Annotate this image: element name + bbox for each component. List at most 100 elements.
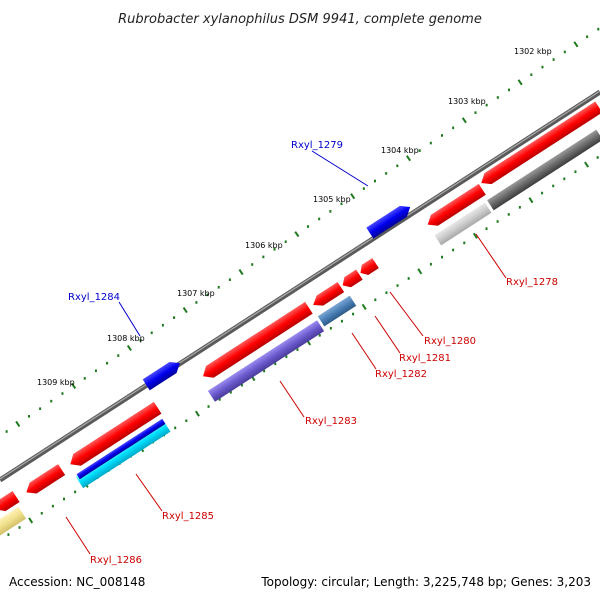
scale-tick-minor <box>61 392 64 395</box>
gene-rxyl-1282-cds[interactable] <box>310 282 345 310</box>
scale-tick-minor <box>374 179 377 183</box>
gene-rxyl-1278-feature[interactable] <box>434 202 492 246</box>
gene-rxyl-1283-cds[interactable] <box>199 301 313 382</box>
inner-tick-minor <box>407 277 410 280</box>
scale-tick-minor <box>507 88 510 92</box>
scale-tick-minor <box>251 263 254 266</box>
scale-tick-major <box>15 420 21 427</box>
gene-rxyl-1277-feature[interactable] <box>487 129 600 211</box>
scale-tick-minor <box>284 240 287 244</box>
inner-tick-minor <box>7 533 10 536</box>
inner-tick-minor <box>496 220 499 223</box>
kbp-label: 1302 kbp <box>514 47 552 56</box>
gene-rxyl-1284-cds[interactable] <box>142 358 184 391</box>
gene-rxyl-1278-cds[interactable] <box>424 183 486 230</box>
inner-tick-minor <box>463 241 466 245</box>
scale-tick-minor <box>50 399 53 403</box>
gene-rxyl-1283-feature[interactable] <box>207 320 325 402</box>
inner-tick-minor <box>318 334 321 337</box>
gene-label-rxyl-1285[interactable]: Rxyl_1285 <box>162 511 214 522</box>
scale-tick-minor <box>496 96 499 99</box>
scale-tick-minor <box>106 361 109 365</box>
scale-tick-major <box>182 306 188 314</box>
gene-label-rxyl-1283[interactable]: Rxyl_1283 <box>305 416 357 427</box>
inner-tick-major <box>28 517 34 524</box>
scale-tick-minor <box>597 27 600 31</box>
gene-label-rxyl-1281[interactable]: Rxyl_1281 <box>399 353 451 364</box>
gene-label-rxyl-1279[interactable]: Rxyl_1279 <box>291 140 343 151</box>
inner-tick-minor <box>229 390 232 394</box>
scale-tick-minor <box>340 202 343 206</box>
kbp-label: 1305 kbp <box>313 195 351 204</box>
scale-tick-major <box>126 344 132 352</box>
gene-rxyl-1285-cds[interactable] <box>67 401 162 470</box>
scale-tick-minor <box>329 210 332 213</box>
scale-tick-minor <box>150 331 153 335</box>
gene-rxyl-1282-feature[interactable] <box>317 295 357 327</box>
inner-tick-minor <box>563 177 566 181</box>
scale-ticks <box>5 27 600 433</box>
gene-rxyl-1279-cds[interactable] <box>366 202 413 239</box>
scale-tick-major <box>573 41 579 48</box>
gene-rxyl-1286-cds[interactable] <box>23 464 66 498</box>
inner-tick-minor <box>340 319 343 323</box>
scale-tick-minor <box>206 293 209 297</box>
inner-tick-minor <box>452 248 455 252</box>
scale-tick-minor <box>27 415 30 418</box>
inner-tick-minor <box>485 227 488 230</box>
gene-rxyl-1280-cds[interactable] <box>357 258 379 278</box>
accession-text: Accession: NC_008148 <box>9 575 145 589</box>
connector-rxyl-1281 <box>374 315 401 354</box>
inner-tick-minor <box>185 419 188 423</box>
scale-tick-minor <box>418 149 421 152</box>
gene-rxyl-1277-cds[interactable] <box>478 101 600 189</box>
kbp-label: 1303 kbp <box>448 97 486 106</box>
gene-rxyl-1287-cds[interactable] <box>0 491 20 515</box>
inner-tick-minor <box>174 426 177 430</box>
gene-rxyl-1286-feature[interactable] <box>0 506 27 538</box>
gene-label-rxyl-1282[interactable]: Rxyl_1282 <box>375 369 427 380</box>
inner-tick-major <box>528 197 534 204</box>
kbp-label: 1309 kbp <box>37 378 75 387</box>
connector-rxyl-1279 <box>311 150 369 187</box>
inner-tick-minor <box>329 326 332 330</box>
label-connectors <box>65 150 507 555</box>
connector-rxyl-1284 <box>118 301 141 337</box>
scale-tick-minor <box>117 354 120 357</box>
gene-rxyl-1285-feature-blue[interactable] <box>76 418 166 480</box>
gene-label-rxyl-1280[interactable]: Rxyl_1280 <box>424 336 476 347</box>
gene-rxyl-1281-cds[interactable] <box>339 269 363 291</box>
inner-tick-minor <box>51 504 54 508</box>
scale-tick-minor <box>39 407 42 411</box>
inner-tick-minor <box>40 511 43 515</box>
inner-tick-major <box>472 232 478 239</box>
scale-tick-minor <box>440 134 443 137</box>
kbp-label: 1308 kbp <box>107 334 145 343</box>
inner-tick-minor <box>429 262 432 266</box>
scale-tick-minor <box>161 323 164 327</box>
inner-tick-minor <box>574 170 577 174</box>
scale-tick-minor <box>563 50 566 54</box>
gene-label-rxyl-1284[interactable]: Rxyl_1284 <box>68 292 120 303</box>
scale-tick-minor <box>83 377 86 380</box>
topology-text: Topology: circular; Length: 3,225,748 bp… <box>260 575 591 589</box>
gene-rxyl-1285-feature-cyan[interactable] <box>75 419 171 489</box>
scale-tick-minor <box>318 217 321 221</box>
connector-rxyl-1278 <box>475 233 507 279</box>
scale-tick-minor <box>217 285 220 289</box>
scale-labels: 1302 kbp 1303 kbp 1304 kbp 1305 kbp 1306 kbp… <box>37 47 552 387</box>
scale-tick-minor <box>429 141 432 145</box>
inner-tick-minor <box>285 355 288 359</box>
connector-rxyl-1285 <box>135 473 163 512</box>
scale-tick-minor <box>5 430 8 433</box>
gene-label-rxyl-1278[interactable]: Rxyl_1278 <box>506 277 558 288</box>
scale-tick-major <box>71 382 77 389</box>
scale-tick-minor <box>552 58 555 61</box>
genome-backbone <box>0 89 600 483</box>
inner-tick-minor <box>441 255 444 259</box>
inner-tick-minor <box>63 497 66 501</box>
gene-label-rxyl-1286[interactable]: Rxyl_1286 <box>90 555 142 566</box>
inner-tick-minor <box>207 405 210 408</box>
inner-tick-minor <box>274 362 277 366</box>
inner-tick-minor <box>352 312 355 316</box>
